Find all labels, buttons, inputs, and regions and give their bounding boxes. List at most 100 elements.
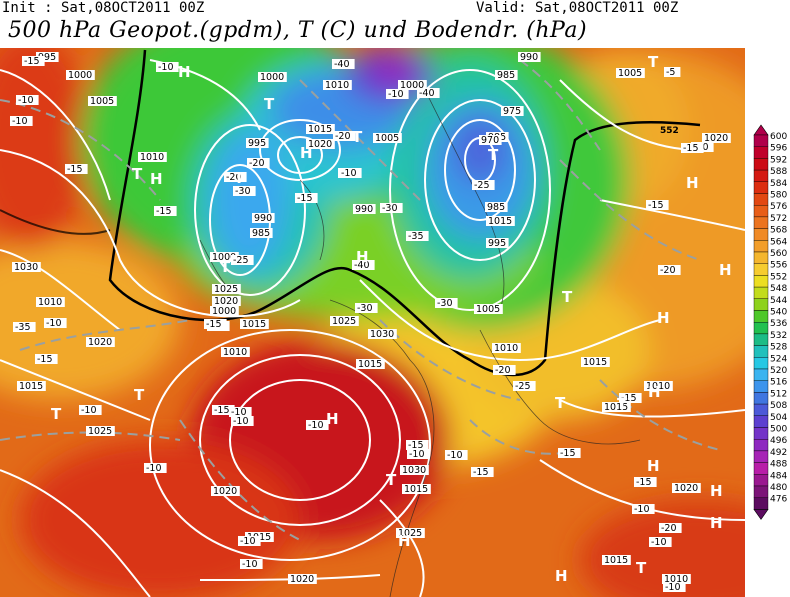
temp-label: -10 (409, 449, 425, 460)
pressure-label-bg (306, 124, 335, 134)
temp-label-bg (445, 450, 468, 460)
pressure-label: 1020 (704, 133, 728, 144)
legend-swatch (753, 415, 769, 428)
pressure-label-bg (518, 52, 541, 62)
pressure-label: 985 (487, 202, 505, 213)
legend-label: 476 (770, 495, 787, 505)
temp-label-bg (471, 467, 494, 477)
legend-label: 532 (770, 331, 787, 341)
temp-label-bg (380, 203, 403, 213)
pressure-label: 975 (503, 106, 521, 117)
low-pressure-marker: T (352, 128, 363, 146)
temp-label-bg (154, 206, 177, 216)
temp-label-bg (332, 59, 355, 69)
color-legend: 6005965925885845805765725685645605565525… (753, 124, 787, 520)
pressure-label: 1015 (19, 381, 43, 392)
pressure-label-bg (501, 106, 524, 116)
valid-time: Valid: Sat,08OCT2011 00Z (476, 0, 679, 16)
pressure-label: 970 (481, 135, 499, 146)
temp-label-bg (339, 168, 362, 178)
temp-label: -10 (634, 504, 650, 515)
pressure-label-bg (581, 357, 610, 367)
temp-label-bg (156, 62, 179, 72)
pressure-label: 995 (488, 238, 506, 249)
pressure-label-bg (356, 359, 385, 369)
contour-label: 552 (660, 126, 679, 136)
temp-label-bg (646, 200, 669, 210)
high-pressure-marker: H (300, 144, 313, 162)
temp-label: -35 (408, 231, 424, 242)
temp-label: -15 (648, 200, 664, 211)
temp-label: -40 (354, 260, 370, 271)
legend-swatch (753, 146, 769, 159)
temp-label: -10 (651, 537, 667, 548)
high-pressure-marker: H (710, 514, 723, 532)
pressure-label-bg (672, 483, 701, 493)
high-pressure-marker: H (356, 248, 369, 266)
temp-label-bg (663, 582, 686, 592)
legend-swatch (753, 322, 769, 335)
temp-label: -30 (357, 303, 373, 314)
temp-label-bg (212, 405, 235, 415)
pressure-label-bg (402, 484, 431, 494)
pressure-label: 1020 (214, 296, 238, 307)
pressure-label-bg (486, 216, 515, 226)
legend-label: 548 (770, 284, 787, 294)
legend-swatch (753, 345, 769, 358)
temp-label-bg (35, 354, 58, 364)
pressure-label: 995 (248, 138, 266, 149)
pressure-label-bg (616, 68, 645, 78)
high-pressure-marker: H (647, 457, 660, 475)
legend-swatch (753, 181, 769, 194)
high-pressure-marker: H (648, 383, 661, 401)
pressure-label-bg (702, 133, 731, 143)
legend-label: 504 (770, 413, 787, 423)
temp-label-bg (231, 416, 254, 426)
pressure-label-bg (212, 284, 241, 294)
pressure-label-bg (210, 306, 239, 316)
pressure-label-bg (12, 262, 41, 272)
low-pressure-marker: T (555, 394, 566, 412)
temp-label: -10 (242, 559, 258, 570)
temp-label-bg (231, 255, 254, 265)
temp-label: -20 (335, 131, 351, 142)
temp-label-bg (16, 95, 39, 105)
legend-swatch (753, 298, 769, 311)
pressure-label-bg (17, 381, 46, 391)
legend-label: 596 (770, 144, 787, 154)
pressure-label: 1020 (88, 337, 112, 348)
legend-label: 572 (770, 214, 787, 224)
temp-label: -40 (419, 88, 435, 99)
legend-label: 584 (770, 179, 787, 189)
pressure-label: 1030 (402, 465, 426, 476)
pressure-label-bg (396, 528, 425, 538)
legend-label: 580 (770, 191, 787, 201)
temp-label: -15 (636, 477, 652, 488)
legend-label: 492 (770, 448, 787, 458)
high-pressure-marker: H (710, 482, 723, 500)
legend-swatch (753, 462, 769, 475)
pressure-label: 1015 (308, 124, 332, 135)
pressure-label-bg (212, 296, 241, 306)
temp-label: -30 (437, 298, 453, 309)
pressure-label: 1015 (358, 359, 382, 370)
temp-label-bg (144, 463, 167, 473)
legend-swatch (753, 333, 769, 346)
pressure-label: 990 (520, 52, 538, 63)
pressure-label: 1005 (476, 304, 500, 315)
pressure-label-bg (138, 152, 167, 162)
low-pressure-marker: T (51, 405, 62, 423)
legend-arrow-bottom (753, 509, 769, 520)
temp-label-bg (649, 537, 672, 547)
pressure-label: 1025 (214, 284, 238, 295)
pressure-label-bg (221, 347, 250, 357)
legend-swatch (753, 450, 769, 463)
low-pressure-marker: T (134, 386, 145, 404)
temp-label: -15 (37, 354, 53, 365)
legend-label: 540 (770, 308, 787, 318)
temp-label-bg (681, 143, 704, 153)
pressure-label-bg (602, 402, 631, 412)
pressure-label-bg (250, 228, 273, 238)
pressure-label: 1010 (325, 80, 349, 91)
pressure-label: 1015 (604, 402, 628, 413)
